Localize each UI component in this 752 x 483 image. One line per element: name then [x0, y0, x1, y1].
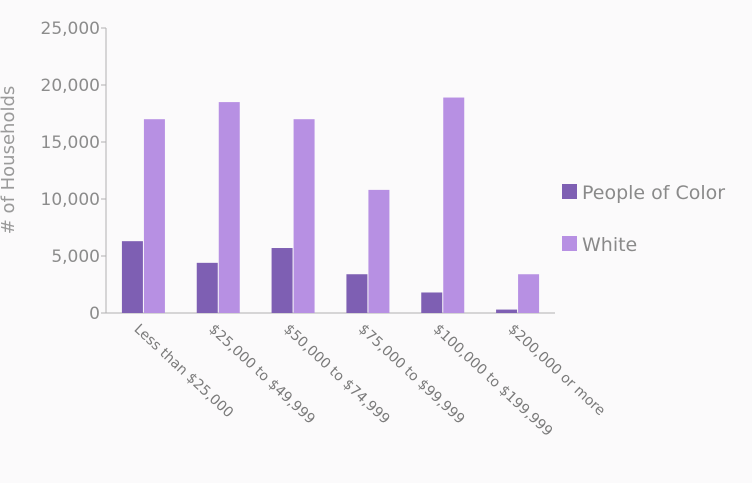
bar-people-of-color — [121, 241, 143, 313]
y-tick-label: 0 — [89, 304, 100, 324]
x-category-label: $100,000 to $199,999 — [430, 321, 555, 439]
bar-people-of-color — [421, 292, 443, 313]
legend-swatch — [562, 184, 577, 199]
bar-people-of-color — [271, 248, 293, 313]
legend-label: People of Color — [582, 182, 725, 204]
y-tick-label: 25,000 — [41, 19, 100, 39]
bar-white — [293, 119, 315, 313]
bar-people-of-color — [196, 262, 218, 313]
legend-label: White — [582, 234, 637, 256]
legend-swatch — [562, 236, 577, 251]
bar-people-of-color — [346, 274, 368, 313]
bar-white — [518, 274, 540, 313]
y-tick-label: 10,000 — [41, 190, 100, 210]
y-axis-label: # of Households — [0, 86, 19, 235]
y-axis-label-group: # of Households — [0, 86, 19, 235]
bar-white — [143, 119, 165, 313]
legend: People of Color White — [562, 182, 725, 256]
x-axis-categories: Less than $25,000$25,000 to $49,999$50,0… — [131, 321, 608, 439]
y-tick-label: 15,000 — [41, 133, 100, 153]
bars-group — [121, 97, 540, 313]
bar-white — [443, 97, 465, 313]
bar-white — [218, 102, 240, 313]
y-tick-label: 5,000 — [51, 247, 100, 267]
bar-people-of-color — [496, 309, 518, 313]
bar-white — [368, 189, 390, 313]
y-axis-ticks: 0 5,000 10,000 15,000 20,000 25,000 — [41, 19, 106, 324]
y-tick-label: 20,000 — [41, 76, 100, 96]
